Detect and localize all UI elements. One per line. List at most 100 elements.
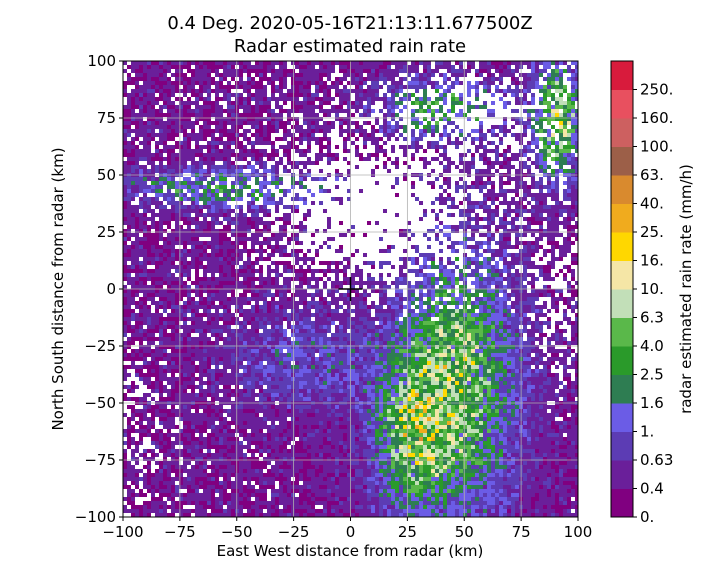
rain-rate-cell xyxy=(415,245,419,249)
rain-rate-cell xyxy=(479,121,483,125)
rain-rate-cell xyxy=(239,281,243,285)
rain-rate-cell xyxy=(223,209,227,213)
rain-rate-cell xyxy=(435,129,439,133)
rain-rate-cell xyxy=(443,225,447,229)
rain-rate-cell xyxy=(191,305,195,309)
rain-rate-cell xyxy=(279,293,283,297)
rain-rate-cell xyxy=(351,273,355,277)
rain-rate-cell xyxy=(207,157,211,161)
rain-rate-cell xyxy=(195,285,199,289)
rain-rate-cell xyxy=(247,137,251,141)
rain-rate-cell xyxy=(299,137,303,141)
rain-rate-cell xyxy=(571,177,575,181)
rain-rate-cell xyxy=(135,69,139,73)
rain-rate-cell xyxy=(255,97,259,101)
rain-rate-cell xyxy=(491,313,495,317)
rain-rate-cell xyxy=(483,233,487,237)
rain-rate-cell xyxy=(363,261,367,265)
rain-rate-cell xyxy=(503,89,507,93)
rain-rate-cell xyxy=(167,129,171,133)
rain-rate-cell xyxy=(191,221,195,225)
rain-rate-cell xyxy=(395,157,399,161)
rain-rate-cell xyxy=(163,257,167,261)
rain-rate-cell xyxy=(563,121,567,125)
rain-rate-cell xyxy=(179,281,183,285)
rain-rate-cell xyxy=(159,269,163,273)
rain-rate-cell xyxy=(175,81,179,85)
rain-rate-cell xyxy=(307,61,311,65)
rain-rate-cell xyxy=(471,165,475,169)
rain-rate-cell xyxy=(383,281,387,285)
rain-rate-cell xyxy=(219,133,223,137)
rain-rate-cell xyxy=(123,213,127,217)
rain-rate-cell xyxy=(331,157,335,161)
rain-rate-cell xyxy=(171,257,175,261)
rain-rate-cell xyxy=(123,133,127,137)
rain-rate-cell xyxy=(231,185,235,189)
rain-rate-cell xyxy=(463,189,467,193)
rain-rate-cell xyxy=(199,129,203,133)
rain-rate-cell xyxy=(435,97,439,101)
rain-rate-cell xyxy=(191,265,195,269)
rain-rate-cell xyxy=(323,69,327,73)
rain-rate-cell xyxy=(383,209,387,213)
rain-rate-cell xyxy=(335,277,339,281)
rain-rate-cell xyxy=(187,305,191,309)
rain-rate-cell xyxy=(331,269,335,273)
rain-rate-cell xyxy=(127,97,131,101)
rain-rate-cell xyxy=(155,189,159,193)
rain-rate-cell xyxy=(331,61,335,65)
rain-rate-cell xyxy=(503,161,507,165)
rain-rate-cell xyxy=(155,133,159,137)
rain-rate-cell xyxy=(131,65,135,69)
rain-rate-cell xyxy=(259,77,263,81)
rain-rate-cell xyxy=(503,149,507,153)
rain-rate-cell xyxy=(315,113,319,117)
rain-rate-cell xyxy=(547,225,551,229)
rain-rate-cell xyxy=(323,269,327,273)
rain-rate-cell xyxy=(267,257,271,261)
rain-rate-cell xyxy=(539,61,543,65)
rain-rate-cell xyxy=(423,261,427,265)
rain-rate-cell xyxy=(323,81,327,85)
rain-rate-cell xyxy=(187,293,191,297)
rain-rate-cell xyxy=(207,213,211,217)
rain-rate-cell xyxy=(147,241,151,245)
rain-rate-cell xyxy=(515,189,519,193)
rain-rate-cell xyxy=(147,105,151,109)
rain-rate-cell xyxy=(259,221,263,225)
rain-rate-cell xyxy=(335,61,339,65)
rain-rate-cell xyxy=(223,169,227,173)
rain-rate-cell xyxy=(443,165,447,169)
rain-rate-cell xyxy=(523,313,527,317)
rain-rate-cell xyxy=(143,309,147,313)
rain-rate-cell xyxy=(491,165,495,169)
rain-rate-cell xyxy=(127,65,131,69)
rain-rate-cell xyxy=(239,293,243,297)
rain-rate-cell xyxy=(215,137,219,141)
rain-rate-cell xyxy=(503,285,507,289)
rain-rate-cell xyxy=(251,125,255,129)
rain-rate-cell xyxy=(259,109,263,113)
rain-rate-cell xyxy=(263,285,267,289)
rain-rate-cell xyxy=(459,133,463,137)
rain-rate-cell xyxy=(387,73,391,77)
rain-rate-cell xyxy=(211,213,215,217)
rain-rate-cell xyxy=(447,89,451,93)
rain-rate-cell xyxy=(139,213,143,217)
rain-rate-cell xyxy=(435,237,439,241)
rain-rate-cell xyxy=(139,129,143,133)
rain-rate-cell xyxy=(139,85,143,89)
rain-rate-cell xyxy=(491,109,495,113)
rain-rate-cell xyxy=(291,97,295,101)
rain-rate-cell xyxy=(163,261,167,265)
rain-rate-cell xyxy=(547,249,551,253)
rain-rate-cell xyxy=(187,221,191,225)
rain-rate-cell xyxy=(211,61,215,65)
rain-rate-cell xyxy=(447,177,451,181)
rain-rate-cell xyxy=(479,81,483,85)
rain-rate-cell xyxy=(215,249,219,253)
rain-rate-cell xyxy=(167,145,171,149)
rain-rate-cell xyxy=(155,233,159,237)
rain-rate-cell xyxy=(487,261,491,265)
